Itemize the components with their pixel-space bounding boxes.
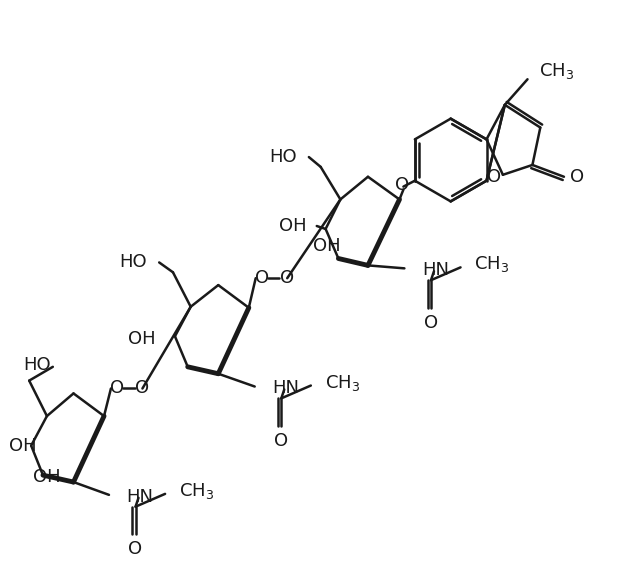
Text: O: O — [255, 269, 269, 287]
Text: OH: OH — [127, 330, 156, 348]
Text: O: O — [274, 432, 289, 450]
Text: HN: HN — [422, 261, 449, 279]
Text: HO: HO — [269, 148, 297, 166]
Text: O: O — [129, 540, 143, 558]
Text: CH$_3$: CH$_3$ — [474, 254, 509, 274]
Text: O: O — [396, 176, 410, 194]
Text: O: O — [570, 168, 584, 186]
Text: CH$_3$: CH$_3$ — [324, 372, 360, 393]
Text: O: O — [487, 168, 501, 186]
Text: CH$_3$: CH$_3$ — [540, 61, 575, 81]
Text: OH: OH — [33, 468, 61, 486]
Text: O: O — [136, 379, 150, 398]
Text: HO: HO — [23, 356, 51, 374]
Text: OH: OH — [313, 237, 340, 255]
Text: O: O — [110, 379, 124, 398]
Text: HN: HN — [127, 488, 154, 506]
Text: OH: OH — [10, 436, 37, 455]
Text: HO: HO — [120, 253, 147, 271]
Text: O: O — [280, 269, 294, 287]
Text: HN: HN — [273, 379, 300, 398]
Text: OH: OH — [279, 217, 307, 235]
Text: O: O — [424, 314, 438, 332]
Text: CH$_3$: CH$_3$ — [179, 481, 214, 501]
